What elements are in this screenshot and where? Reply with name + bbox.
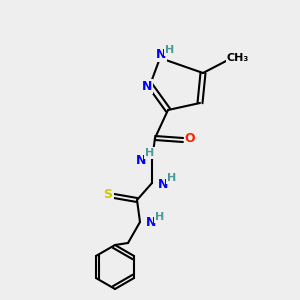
Text: H: H — [155, 212, 165, 222]
Text: H: H — [146, 148, 154, 158]
Text: CH₃: CH₃ — [227, 53, 249, 63]
Text: N: N — [146, 217, 156, 230]
Text: H: H — [165, 45, 175, 55]
Text: O: O — [185, 133, 195, 146]
Text: N: N — [142, 80, 152, 92]
Text: N: N — [158, 178, 168, 190]
Text: S: S — [103, 188, 112, 202]
Text: N: N — [156, 47, 166, 61]
Text: H: H — [167, 173, 177, 183]
Text: N: N — [136, 154, 146, 167]
